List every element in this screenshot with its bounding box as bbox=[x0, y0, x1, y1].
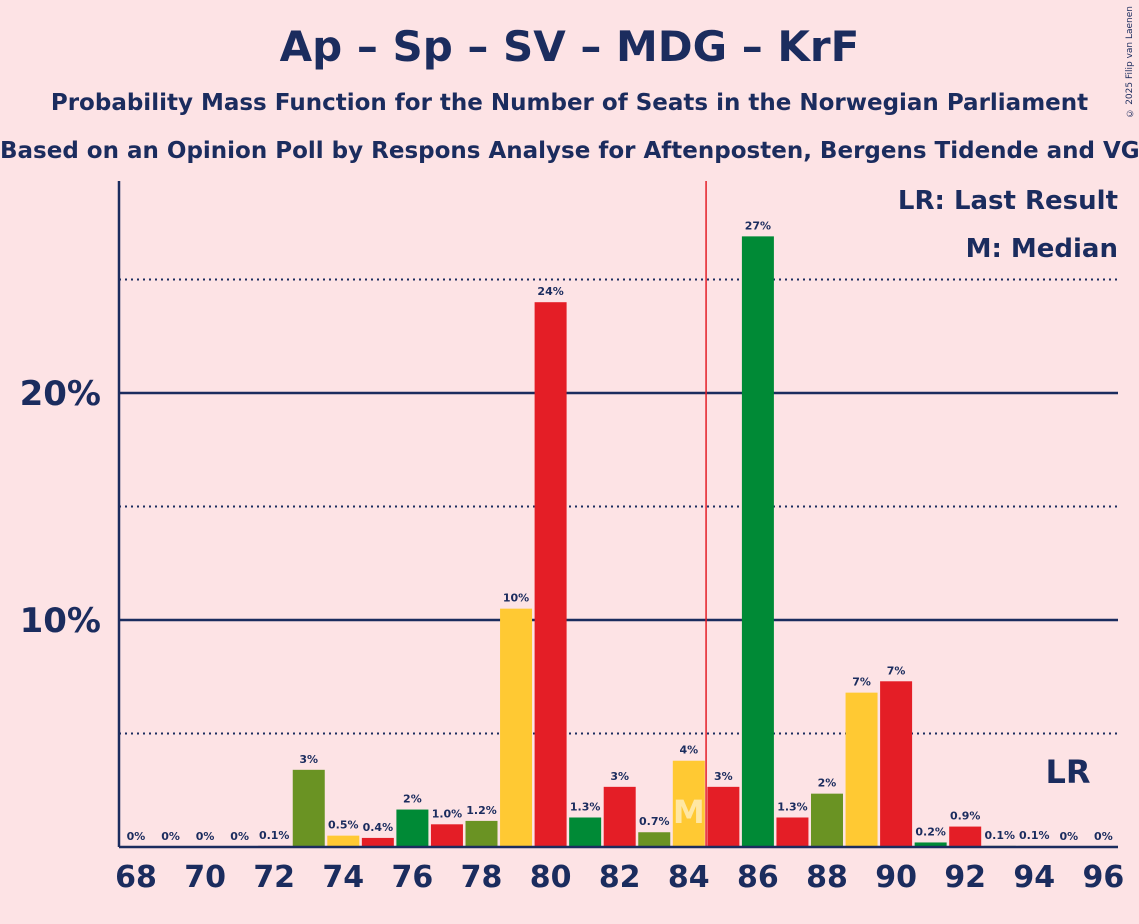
bar-seats-89 bbox=[845, 692, 878, 847]
bar-label-86: 27% bbox=[745, 219, 771, 232]
bar-seats-77 bbox=[430, 824, 463, 847]
legend: LR: Last Result M: Median bbox=[898, 186, 1118, 264]
x-tick-label: 78 bbox=[461, 860, 503, 895]
y-axis-ticks: 10% 20% bbox=[20, 374, 101, 641]
median-marker: M bbox=[673, 793, 705, 831]
bar-label-94: 0.1% bbox=[1019, 829, 1050, 842]
bar-seats-75 bbox=[361, 837, 394, 847]
bar-seats-74 bbox=[327, 835, 360, 847]
bar-label-73: 3% bbox=[299, 753, 318, 766]
bar-label-84: 4% bbox=[679, 744, 698, 757]
bar-label-81: 1.3% bbox=[570, 800, 601, 813]
bar-label-79: 10% bbox=[503, 592, 529, 605]
legend-last-result: LR: Last Result bbox=[898, 186, 1118, 216]
bar-label-85: 3% bbox=[714, 770, 733, 783]
bar-seats-73 bbox=[292, 769, 325, 847]
chart-source-subtitle: Based on an Opinion Poll by Respons Anal… bbox=[0, 138, 1139, 164]
bar-seats-90 bbox=[880, 681, 913, 847]
bar-label-91: 0.2% bbox=[915, 825, 946, 838]
bar-label-82: 3% bbox=[610, 770, 629, 783]
x-tick-label: 72 bbox=[253, 860, 295, 895]
bars: 0% 0% 0% 0% 0.1% 3% 0.5% 0.4% 2% 1.0% 1.2% 10% 24% 1.… bbox=[127, 219, 1113, 847]
bar-seats-76 bbox=[396, 809, 429, 847]
bar-label-68: 0% bbox=[127, 830, 146, 843]
x-tick-label: 92 bbox=[944, 860, 986, 895]
chart-subtitle: Probability Mass Function for the Number… bbox=[50, 90, 1089, 116]
bar-seats-86 bbox=[741, 236, 774, 847]
bar-label-89: 7% bbox=[852, 676, 871, 689]
bar-seats-84 bbox=[672, 760, 705, 847]
bar-label-90: 7% bbox=[887, 664, 906, 677]
y-tick-label: 20% bbox=[20, 374, 101, 414]
bar-label-71: 0% bbox=[230, 830, 249, 843]
y-tick-label: 10% bbox=[20, 601, 101, 641]
markers: M LR bbox=[673, 181, 1091, 847]
bar-seats-81 bbox=[569, 817, 602, 847]
legend-median: M: Median bbox=[966, 234, 1118, 264]
x-tick-label: 76 bbox=[392, 860, 434, 895]
chart-title: Ap – Sp – SV – MDG – KrF bbox=[279, 22, 860, 71]
bar-seats-78 bbox=[465, 820, 498, 847]
bar-seats-87 bbox=[776, 817, 809, 847]
x-axis-ticks: 68 70 72 74 76 78 80 82 84 86 88 90 92 94 96 bbox=[115, 860, 1124, 895]
x-tick-label: 86 bbox=[737, 860, 779, 895]
bar-label-77: 1.0% bbox=[432, 807, 463, 820]
bar-seats-82 bbox=[603, 786, 636, 847]
bar-label-76: 2% bbox=[403, 793, 422, 806]
bar-label-83: 0.7% bbox=[639, 815, 670, 828]
bar-label-92: 0.9% bbox=[950, 810, 981, 823]
bar-seats-91 bbox=[914, 842, 947, 847]
bar-label-78: 1.2% bbox=[466, 804, 497, 817]
x-tick-label: 68 bbox=[115, 860, 157, 895]
axes bbox=[117, 181, 1118, 849]
bar-seats-80 bbox=[534, 302, 567, 847]
grid-lines bbox=[119, 278, 1118, 735]
x-tick-label: 74 bbox=[322, 860, 364, 895]
bar-label-95: 0% bbox=[1060, 830, 1079, 843]
x-tick-label: 80 bbox=[530, 860, 572, 895]
x-tick-label: 96 bbox=[1083, 860, 1125, 895]
bar-label-74: 0.5% bbox=[328, 819, 359, 832]
x-tick-label: 70 bbox=[184, 860, 226, 895]
bar-seats-79 bbox=[500, 608, 533, 847]
x-tick-label: 84 bbox=[668, 860, 710, 895]
bar-seats-85 bbox=[707, 786, 740, 847]
last-result-marker: LR bbox=[1045, 753, 1090, 791]
bar-seats-88 bbox=[811, 793, 843, 847]
bar-seats-83 bbox=[638, 832, 671, 847]
bar-label-96: 0% bbox=[1094, 830, 1113, 843]
bar-seats-92 bbox=[949, 826, 982, 847]
x-tick-label: 94 bbox=[1013, 860, 1055, 895]
bar-label-69: 0% bbox=[161, 830, 180, 843]
bar-label-72: 0.1% bbox=[259, 829, 290, 842]
bar-label-87: 1.3% bbox=[777, 800, 808, 813]
x-tick-label: 90 bbox=[875, 860, 917, 895]
bar-label-88: 2% bbox=[818, 777, 837, 790]
bar-label-80: 24% bbox=[537, 285, 563, 298]
x-tick-label: 88 bbox=[806, 860, 848, 895]
bar-label-93: 0.1% bbox=[984, 829, 1015, 842]
bar-label-75: 0.4% bbox=[363, 821, 394, 834]
x-tick-label: 82 bbox=[599, 860, 641, 895]
bar-label-70: 0% bbox=[196, 830, 215, 843]
